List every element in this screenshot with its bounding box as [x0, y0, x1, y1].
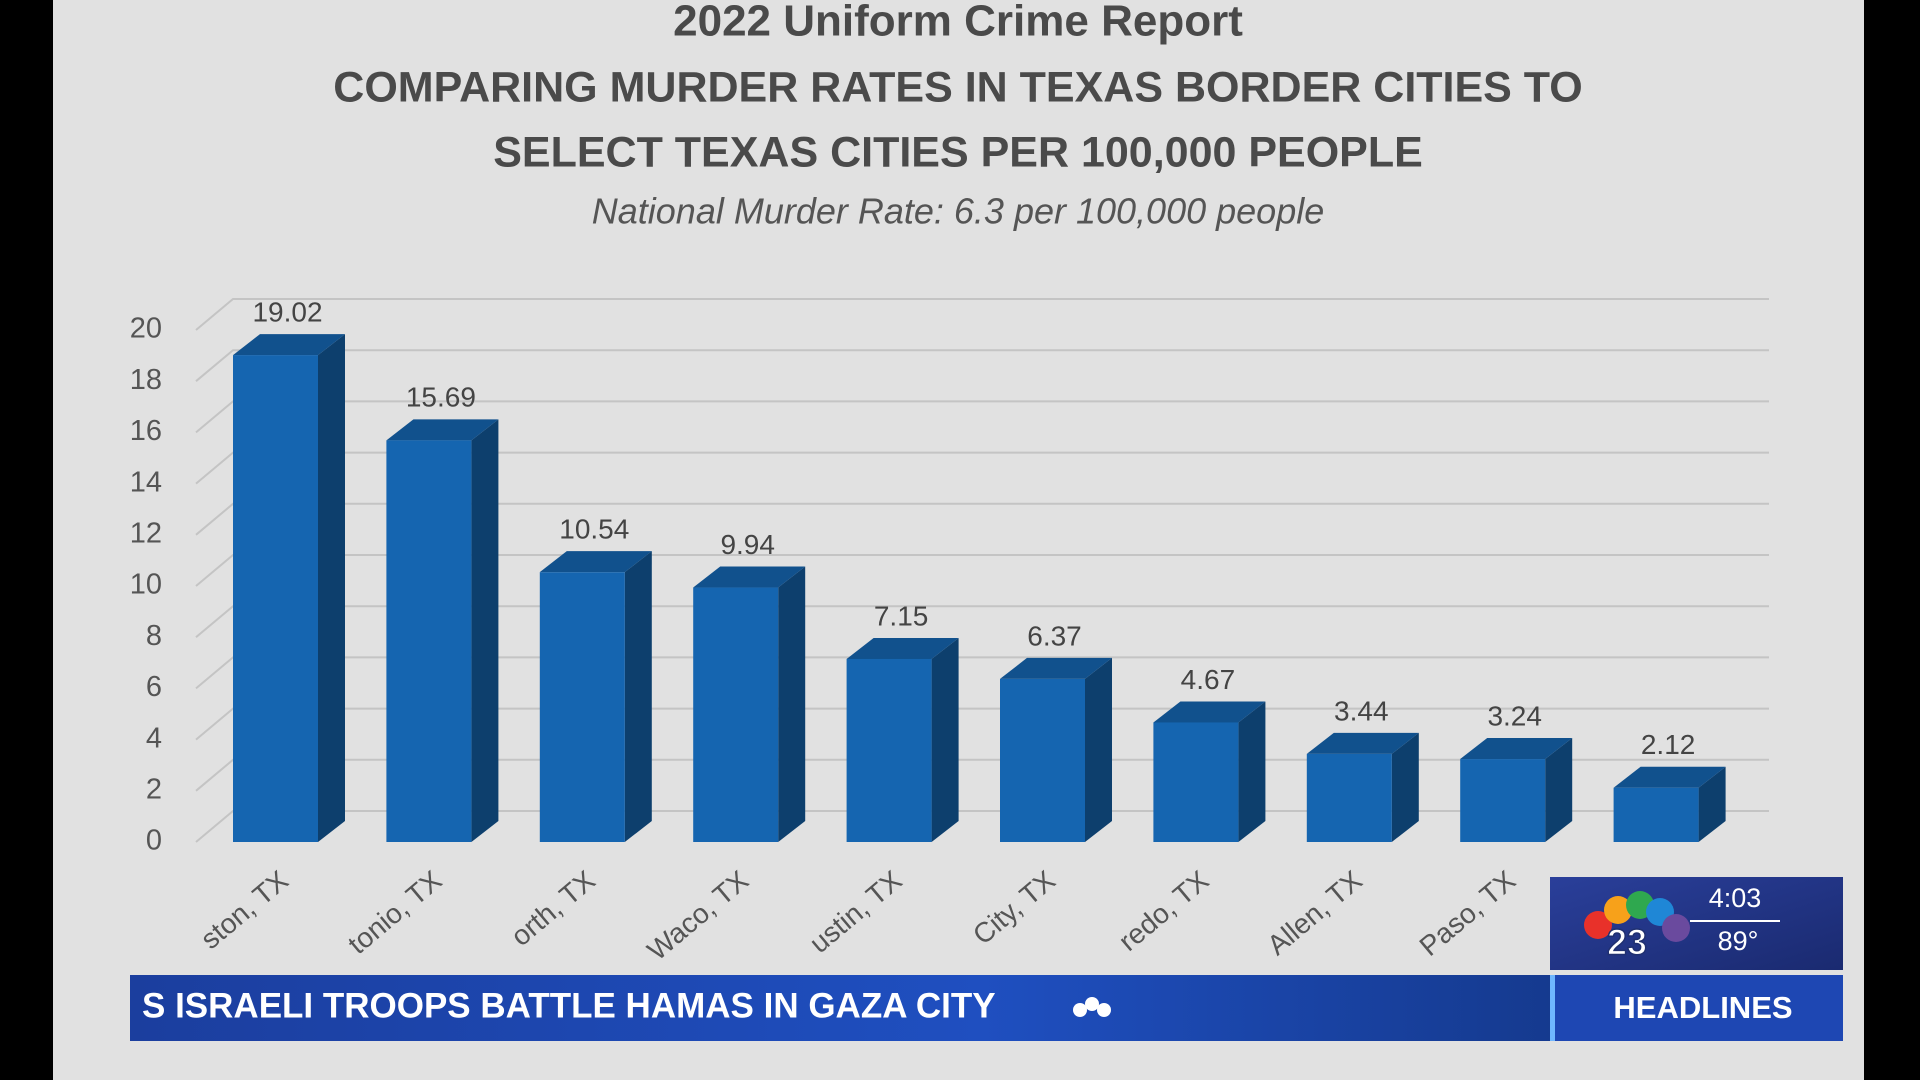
bar-side [1238, 701, 1266, 842]
bar-top [539, 551, 652, 573]
y-tick-label: 16 [130, 415, 162, 447]
data-label: 3.44 [1334, 695, 1389, 726]
y-tick-label: 4 [146, 722, 162, 754]
bar-side [318, 334, 345, 842]
bar-top [233, 334, 345, 356]
section-box [1555, 975, 1843, 1041]
bar-side [624, 551, 652, 842]
bar-side [1698, 766, 1726, 842]
bar-top [1306, 732, 1419, 754]
data-label: 4.67 [1181, 664, 1236, 695]
chart-note: National Murder Rate: 6.3 per 100,000 pe… [592, 191, 1324, 232]
news-overlay: 23 4:03 89° S ISRAELI TROOPS BATTLE HAMA… [130, 877, 1843, 1041]
bar-side [1391, 732, 1419, 842]
chart-title: 2022 Uniform Crime Report [673, 0, 1243, 46]
bar [233, 355, 318, 842]
bar [1306, 753, 1392, 842]
bar [1460, 759, 1546, 842]
channel-number: 23 [1607, 922, 1647, 963]
data-label: 6.37 [1027, 620, 1082, 651]
clock-time: 4:03 [1709, 883, 1762, 913]
station-logo: 23 [1584, 891, 1690, 963]
bar-top [846, 637, 959, 659]
y-tick-label: 14 [130, 466, 162, 498]
bar-top [1000, 657, 1112, 679]
y-tick-label: 20 [130, 313, 162, 345]
bar-side [1545, 738, 1573, 842]
data-label: 2.12 [1641, 729, 1696, 760]
bar-side [778, 566, 806, 842]
data-label: 9.94 [720, 529, 775, 560]
ticker-section: HEADLINES [1613, 990, 1792, 1025]
bar [1000, 678, 1085, 842]
ticker-separator [1550, 975, 1555, 1041]
bar [1613, 787, 1699, 842]
bar [1153, 722, 1239, 842]
y-tick-label: 10 [130, 569, 162, 601]
data-label: 7.15 [874, 600, 929, 631]
bar-side [931, 637, 959, 842]
chart-subtitle: SELECT TEXAS CITIES PER 100,000 PEOPLE [493, 128, 1423, 176]
bar [386, 440, 472, 842]
clock-temperature: 89° [1718, 926, 1759, 956]
bar-side [471, 419, 499, 842]
y-tick-label: 18 [130, 364, 162, 396]
y-tick-label: 12 [130, 517, 162, 549]
y-tick-label: 2 [146, 773, 162, 805]
y-tick-label: 0 [146, 825, 162, 857]
bar-top [386, 419, 499, 441]
bar [539, 572, 625, 842]
grid-line [195, 298, 1769, 331]
grid-line [195, 349, 1769, 382]
bar-top [1153, 701, 1266, 723]
bar [846, 658, 932, 842]
bar-side [1085, 657, 1112, 842]
y-tick-label: 8 [146, 620, 162, 652]
data-label: 15.69 [406, 382, 476, 413]
bar-top [1613, 766, 1726, 788]
bar [693, 587, 779, 842]
data-label: 10.54 [559, 514, 629, 545]
chart-subtitle: COMPARING MURDER RATES IN TEXAS BORDER C… [333, 63, 1582, 111]
bar-top [693, 566, 806, 588]
bar-top [1460, 738, 1573, 760]
ticker-headline: S ISRAELI TROOPS BATTLE HAMAS IN GAZA CI… [142, 986, 996, 1025]
data-label: 3.24 [1487, 700, 1542, 731]
ticker-bar [130, 975, 1550, 1041]
y-tick-label: 6 [146, 671, 162, 703]
data-label: 19.02 [252, 296, 322, 327]
peacock-icon [1073, 997, 1111, 1017]
